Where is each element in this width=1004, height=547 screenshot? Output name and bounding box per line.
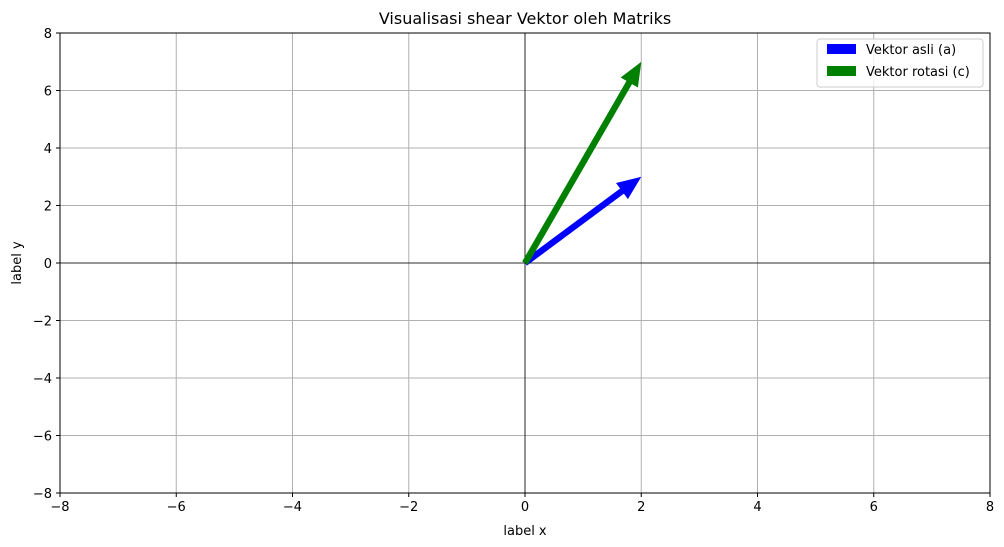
x-tick-label: −8 xyxy=(50,500,69,515)
y-axis-label: label y xyxy=(10,241,25,285)
x-axis-ticks: −8 −6 −4 −2 0 2 4 6 8 xyxy=(50,493,994,515)
vector-arrow-0 xyxy=(523,176,642,266)
x-tick-label: 4 xyxy=(753,500,761,515)
legend-swatch-asli xyxy=(827,44,856,54)
vector-arrow-1 xyxy=(522,61,642,265)
x-axis-label: label x xyxy=(503,524,547,539)
chart-title: Visualisasi shear Vektor oleh Matriks xyxy=(379,9,671,28)
x-tick-label: 0 xyxy=(521,500,529,515)
legend-label-rotasi: Vektor rotasi (c) xyxy=(866,65,970,80)
y-tick-label: 2 xyxy=(44,200,52,215)
y-tick-label: 8 xyxy=(44,27,52,42)
y-tick-label: 6 xyxy=(44,85,52,100)
legend-swatch-rotasi xyxy=(827,66,856,76)
y-tick-label: −4 xyxy=(33,372,52,387)
y-tick-label: −8 xyxy=(33,487,52,502)
y-tick-label: −2 xyxy=(33,315,52,330)
x-tick-label: 6 xyxy=(870,500,878,515)
x-tick-label: 8 xyxy=(986,500,994,515)
y-tick-label: 0 xyxy=(44,257,52,272)
x-tick-label: 2 xyxy=(637,500,645,515)
y-tick-label: −6 xyxy=(33,430,52,445)
legend-box xyxy=(816,38,984,88)
x-tick-label: −6 xyxy=(167,500,186,515)
y-axis-ticks: −8 −6 −4 −2 0 2 4 6 8 xyxy=(33,27,60,502)
legend: Vektor asli (a) Vektor rotasi (c) xyxy=(816,38,984,88)
x-tick-label: −2 xyxy=(399,500,418,515)
vectors xyxy=(522,61,642,266)
x-tick-label: −4 xyxy=(283,500,302,515)
legend-label-asli: Vektor asli (a) xyxy=(866,43,956,58)
y-tick-label: 4 xyxy=(44,142,52,157)
